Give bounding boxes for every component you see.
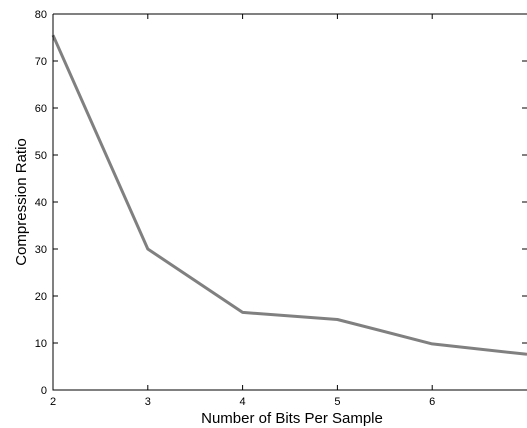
x-tick-label: 4 xyxy=(240,396,246,408)
y-tick-label: 40 xyxy=(35,197,47,209)
plot-area xyxy=(53,14,527,390)
plot-frame xyxy=(52,13,527,391)
x-axis-title: Number of Bits Per Sample xyxy=(201,410,383,427)
x-tick-label: 5 xyxy=(334,396,340,408)
y-tick-label: 50 xyxy=(35,150,47,162)
y-tick-label: 30 xyxy=(35,244,47,256)
y-axis-title: Compression Ratio xyxy=(13,138,30,266)
y-tick-label: 20 xyxy=(35,291,47,303)
series-line xyxy=(51,34,527,356)
y-tick-label: 80 xyxy=(35,9,47,21)
x-tick-label: 6 xyxy=(429,396,435,408)
x-tick-label: 2 xyxy=(50,396,56,408)
y-tick-label: 60 xyxy=(35,103,47,115)
y-tick-label: 70 xyxy=(35,56,47,68)
y-tick-label: 0 xyxy=(41,385,47,397)
x-tick-label: 3 xyxy=(145,396,151,408)
y-tick-label: 10 xyxy=(35,338,47,350)
